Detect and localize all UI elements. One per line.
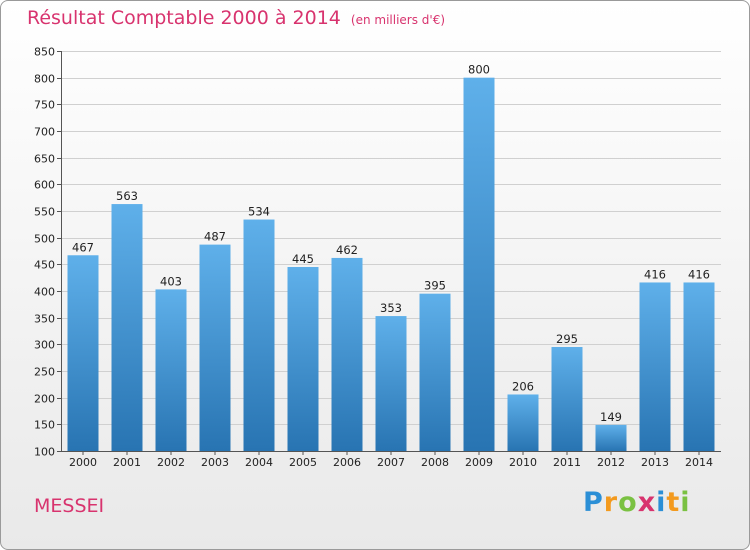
axes: 100 150 200 250 300 350 400 450 500 550 600 650 700 7… xyxy=(34,46,721,459)
logo-letter: i xyxy=(656,487,667,518)
bar xyxy=(463,77,495,452)
logo-letter: i xyxy=(680,487,691,518)
logo-letter: t xyxy=(666,487,681,518)
bar xyxy=(375,316,407,451)
bar xyxy=(67,255,99,451)
x-tick-label: 2000 xyxy=(69,456,97,469)
y-tick-label: 100 xyxy=(34,446,55,459)
title-line: Résultat Comptable 2000 à 2014 (en millie… xyxy=(27,7,445,29)
bar xyxy=(243,219,275,451)
bar xyxy=(595,424,627,451)
data-label: 395 xyxy=(424,279,446,293)
proxiti-logo[interactable]: Proxiti xyxy=(583,487,691,518)
bar xyxy=(155,289,187,451)
x-tick-label: 2006 xyxy=(333,456,361,469)
data-label: 149 xyxy=(600,410,622,424)
y-tick-label: 250 xyxy=(34,366,55,379)
data-label: 403 xyxy=(160,274,182,288)
x-tick-label: 2013 xyxy=(641,456,669,469)
data-label: 445 xyxy=(292,252,314,266)
y-tick-label: 300 xyxy=(34,339,55,352)
chart-unit: (en milliers d'€) xyxy=(350,13,446,27)
logo-letter: x xyxy=(637,487,657,518)
y-tick-label: 350 xyxy=(34,313,55,326)
chart-title: Résultat Comptable 2000 à 2014 xyxy=(27,7,341,29)
commune-name: MESSEI xyxy=(34,495,105,517)
y-tick-label: 600 xyxy=(34,179,55,192)
y-tick-label: 850 xyxy=(34,46,55,59)
data-label: 487 xyxy=(204,230,226,244)
y-tick-label: 650 xyxy=(34,153,55,166)
x-tick-label: 2012 xyxy=(597,456,625,469)
x-tick-label: 2009 xyxy=(465,456,493,469)
grid-lines xyxy=(61,51,721,452)
bars xyxy=(67,77,715,452)
y-tick-label: 800 xyxy=(34,73,55,86)
data-label: 416 xyxy=(688,267,710,281)
x-tick-label: 2014 xyxy=(685,456,713,469)
x-tick-label: 2002 xyxy=(157,456,185,469)
logo-letter: o xyxy=(618,487,638,518)
data-label: 467 xyxy=(72,240,94,254)
y-tick-label: 700 xyxy=(34,126,55,139)
data-label: 563 xyxy=(116,189,138,203)
x-tick-label: 2007 xyxy=(377,456,405,469)
y-tick-label: 450 xyxy=(34,259,55,272)
bar xyxy=(551,347,583,451)
y-tick-label: 400 xyxy=(34,286,55,299)
x-tick-label: 2004 xyxy=(245,456,273,469)
y-tick-label: 500 xyxy=(34,233,55,246)
bar xyxy=(419,293,451,451)
x-tick-label: 2001 xyxy=(113,456,141,469)
bar xyxy=(683,282,715,451)
x-tick-label: 2005 xyxy=(289,456,317,469)
x-tick-label: 2008 xyxy=(421,456,449,469)
y-tick-label: 750 xyxy=(34,99,55,112)
data-label: 206 xyxy=(512,379,534,393)
y-tick-label: 550 xyxy=(34,206,55,219)
bar xyxy=(331,257,363,451)
x-tick-label: 2010 xyxy=(509,456,537,469)
x-tick-label: 2011 xyxy=(553,456,581,469)
data-label: 462 xyxy=(336,243,358,257)
logo-letter: P xyxy=(583,487,604,518)
x-tick-label: 2003 xyxy=(201,456,229,469)
y-tick-label: 200 xyxy=(34,393,55,406)
labels: 467 2000 563 2001 403 2002 487 2003 534 2004 445 20… xyxy=(69,63,713,469)
bar xyxy=(199,244,231,451)
data-label: 295 xyxy=(556,332,578,346)
y-tick-label: 150 xyxy=(34,419,55,432)
data-label: 800 xyxy=(468,63,490,77)
data-label: 534 xyxy=(248,205,270,219)
bar xyxy=(507,394,539,451)
data-label: 416 xyxy=(644,267,666,281)
bar xyxy=(639,282,671,451)
bar xyxy=(287,267,319,451)
bar xyxy=(111,204,143,451)
logo-letter: r xyxy=(603,487,619,518)
data-label: 353 xyxy=(380,301,402,315)
